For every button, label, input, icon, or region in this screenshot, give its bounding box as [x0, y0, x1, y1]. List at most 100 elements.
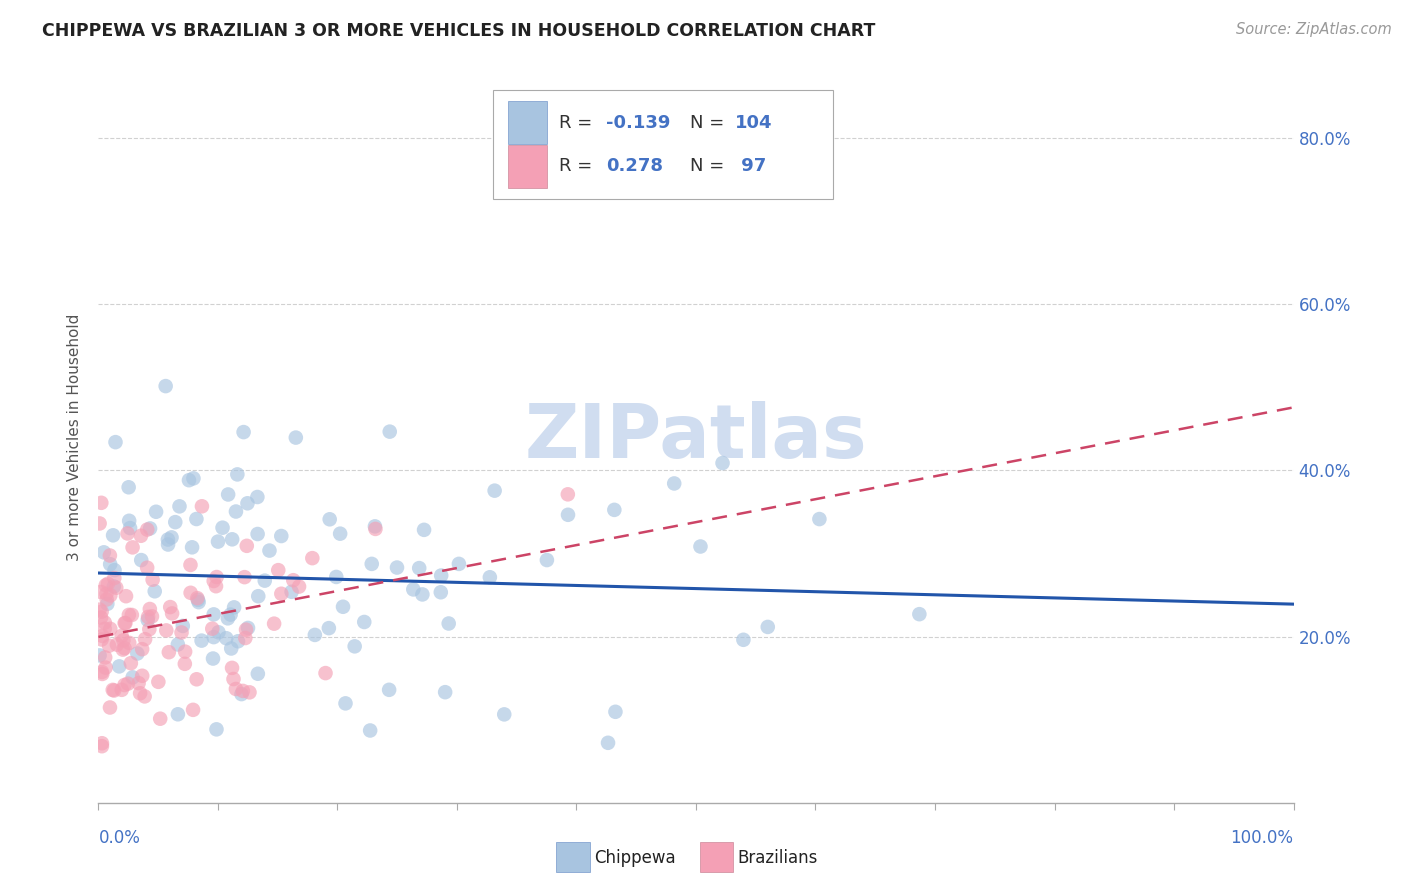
Point — [142, 573, 165, 587]
Point — [96, 597, 118, 611]
Point — [689, 540, 711, 554]
Point — [98, 588, 121, 602]
Text: CHIPPEWA VS BRAZILIAN 3 OR MORE VEHICLES IN HOUSEHOLD CORRELATION CHART: CHIPPEWA VS BRAZILIAN 3 OR MORE VEHICLES… — [42, 22, 876, 40]
Point — [111, 642, 134, 657]
Point — [478, 570, 501, 584]
Point — [136, 613, 159, 627]
Point — [89, 602, 111, 616]
Point — [114, 616, 136, 631]
Point — [360, 557, 382, 571]
Point — [108, 659, 131, 673]
Point — [127, 647, 149, 661]
Point — [101, 528, 124, 542]
Point — [105, 581, 128, 595]
Point — [183, 471, 205, 485]
FancyBboxPatch shape — [700, 841, 733, 872]
Point — [155, 624, 177, 638]
Point — [157, 645, 180, 659]
Point — [233, 570, 256, 584]
Point — [129, 686, 152, 700]
Point — [270, 587, 292, 601]
Point — [94, 650, 117, 665]
Point — [596, 736, 619, 750]
Point — [91, 629, 114, 643]
Point — [90, 605, 112, 619]
Point — [246, 490, 269, 504]
Point — [711, 456, 734, 470]
Text: ZIPatlas: ZIPatlas — [524, 401, 868, 474]
Point — [159, 600, 181, 615]
Point — [136, 560, 159, 574]
Text: R =: R = — [558, 113, 598, 131]
Point — [536, 553, 558, 567]
Point — [226, 467, 249, 482]
Point — [111, 682, 134, 697]
Text: Brazilians: Brazilians — [738, 848, 818, 867]
Point — [217, 611, 239, 625]
FancyBboxPatch shape — [557, 841, 589, 872]
Point — [202, 651, 225, 665]
Point — [141, 609, 163, 624]
Point — [118, 514, 141, 528]
Point — [121, 670, 143, 684]
Point — [187, 592, 209, 607]
Point — [733, 632, 755, 647]
Point — [118, 607, 141, 622]
Point — [259, 543, 281, 558]
Point — [202, 607, 225, 622]
Point — [190, 633, 212, 648]
Point — [93, 545, 115, 559]
Point — [103, 683, 125, 698]
Point — [114, 678, 136, 692]
Point — [98, 558, 121, 572]
Point — [236, 496, 259, 510]
Point — [112, 633, 135, 648]
Point — [359, 723, 381, 738]
FancyBboxPatch shape — [509, 101, 547, 145]
Point — [98, 549, 121, 563]
Point — [267, 563, 290, 577]
Point — [201, 622, 224, 636]
Point — [233, 631, 256, 645]
Point — [91, 736, 114, 750]
Point — [270, 529, 292, 543]
Point — [385, 560, 408, 574]
Point — [103, 579, 125, 593]
Text: 100.0%: 100.0% — [1230, 829, 1294, 847]
Point — [117, 526, 139, 541]
Text: 0.0%: 0.0% — [98, 829, 141, 847]
Point — [186, 512, 208, 526]
Point — [437, 616, 460, 631]
Point — [177, 473, 200, 487]
Point — [170, 625, 193, 640]
Point — [484, 483, 506, 498]
Point — [118, 480, 141, 494]
Point — [335, 697, 357, 711]
Point — [603, 503, 626, 517]
Point — [114, 615, 136, 630]
Point — [231, 687, 253, 701]
Point — [288, 580, 311, 594]
Point — [117, 676, 139, 690]
Text: 0.278: 0.278 — [606, 158, 664, 176]
Point — [186, 591, 208, 606]
Point — [90, 610, 112, 624]
Point — [191, 500, 214, 514]
Point — [186, 673, 208, 687]
Text: 104: 104 — [735, 113, 773, 131]
Point — [155, 379, 177, 393]
Text: 97: 97 — [735, 158, 766, 176]
Y-axis label: 3 or more Vehicles in Household: 3 or more Vehicles in Household — [67, 313, 83, 561]
Point — [103, 571, 125, 585]
Point — [98, 639, 121, 653]
Point — [169, 500, 191, 514]
Point — [89, 648, 111, 663]
Point — [232, 425, 254, 439]
Point — [111, 629, 134, 643]
Point — [90, 632, 112, 647]
Point — [179, 558, 201, 572]
Point — [149, 712, 172, 726]
Point — [378, 425, 401, 439]
Point — [605, 705, 627, 719]
Point — [91, 667, 114, 681]
